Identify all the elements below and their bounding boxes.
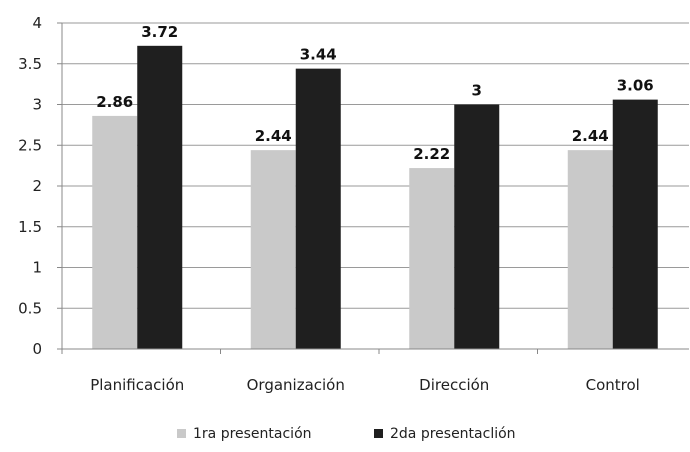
y-tick-label: 0 [32, 340, 42, 358]
bar-value-label: 3.72 [141, 23, 178, 41]
y-axis-ticks: 0 0.5 1 1.5 2 2.5 3 3.5 4 [18, 14, 62, 358]
bar-value-label: 2.22 [413, 145, 450, 163]
x-axis-categories: Planificación Organización Dirección Contro… [61, 349, 640, 394]
x-category-label: Organización [247, 376, 345, 394]
y-tick-label: 1 [32, 259, 42, 277]
bar [295, 68, 341, 349]
y-tick-label: 3.5 [18, 55, 42, 73]
legend-swatch-series-2 [374, 429, 383, 438]
legend-label-series-1: 1ra presentación [193, 426, 312, 442]
bar-value-label: 3.06 [617, 77, 654, 95]
bar [250, 150, 296, 349]
y-tick-label: 1.5 [18, 218, 42, 236]
data-labels: 2.86 3.72 2.44 3.44 2.22 3 2.44 3.06 [96, 23, 654, 163]
bar-value-label: 3.44 [300, 46, 337, 64]
bar [409, 168, 455, 349]
y-tick-label: 4 [32, 14, 42, 32]
y-tick-label: 2 [32, 177, 42, 195]
x-category-label: Control [586, 376, 640, 394]
bar [567, 150, 613, 349]
y-tick-label: 2.5 [18, 136, 42, 154]
bar [92, 115, 138, 349]
bar-value-label: 3 [472, 82, 482, 100]
x-category-label: Planificación [90, 376, 184, 394]
bar [612, 99, 658, 349]
bar [137, 45, 183, 349]
bar-value-label: 2.44 [572, 127, 609, 145]
x-category-label: Dirección [419, 376, 489, 394]
bar [454, 104, 500, 349]
legend-swatch-series-1 [177, 429, 186, 438]
bars [92, 45, 658, 349]
legend-label-series-2: 2da presentaclión [390, 426, 516, 442]
bar-value-label: 2.86 [96, 93, 133, 111]
y-tick-label: 0.5 [18, 299, 42, 317]
y-tick-label: 3 [32, 96, 42, 114]
bar-value-label: 2.44 [255, 127, 292, 145]
legend: 1ra presentación 2da presentaclión [177, 426, 516, 442]
